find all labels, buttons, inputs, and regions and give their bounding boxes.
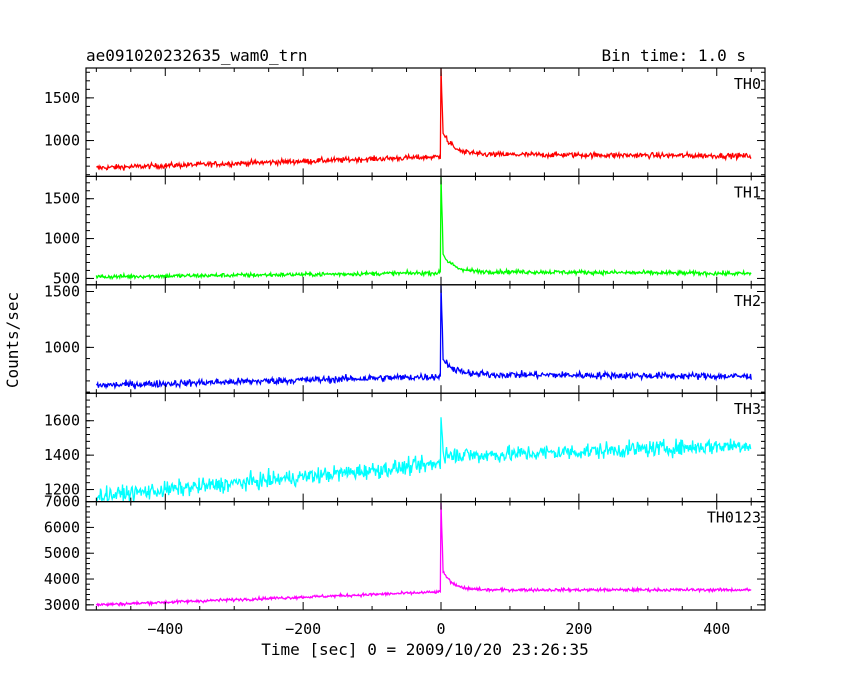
y-tick-label-th3-0: 1200 <box>44 481 80 499</box>
y-tick-label-th0123-4: 7000 <box>44 493 80 511</box>
panel-label-th0: TH0 <box>734 75 761 93</box>
x-axis-label: Time [sec] 0 = 2009/10/20 23:26:35 <box>261 640 589 659</box>
panel-label-th3: TH3 <box>734 400 761 418</box>
y-tick-label-th3-1: 1400 <box>44 446 80 464</box>
panel-th0123: 3000 4000 5000 6000 7000 TH0123 <box>44 493 766 614</box>
bin-time-label: Bin time: 1.0 s <box>602 46 747 65</box>
panel-label-th1: TH1 <box>734 183 761 201</box>
panel-frame-th1 <box>85 175 766 286</box>
y-tick-label-th1-2: 1500 <box>44 190 80 208</box>
panel-label-th0123: TH0123 <box>707 509 761 527</box>
series-line-th1 <box>95 176 752 281</box>
panel-frame-th0 <box>85 67 766 178</box>
panel-th2: 1000 1500 TH2 <box>44 283 766 394</box>
y-tick-label-th0123-1: 4000 <box>44 570 80 588</box>
y-tick-label-th3-2: 1600 <box>44 412 80 430</box>
panel-frame-th0123 <box>85 501 766 611</box>
x-tick-label-1: −200 <box>285 620 321 638</box>
y-tick-label-th0123-3: 6000 <box>44 518 80 536</box>
x-axis: −400 −200 0 200 400 <box>147 620 730 638</box>
y-tick-label-th0-0: 1000 <box>44 132 80 150</box>
y-tick-label-th0-1: 1500 <box>44 89 80 107</box>
panel-th3: 1200 1400 1600 TH3 <box>44 392 766 503</box>
y-tick-label-th2-1: 1500 <box>44 283 80 301</box>
y-tick-label-th2-0: 1000 <box>44 338 80 356</box>
panel-label-th2: TH2 <box>734 292 761 310</box>
x-tick-label-0: −400 <box>147 620 183 638</box>
panel-th0: 1000 1500 TH0 <box>44 67 766 178</box>
chart-title: ae091020232635_wam0_trn <box>86 46 308 65</box>
x-tick-label-2: 0 <box>436 620 445 638</box>
y-tick-label-th0123-2: 5000 <box>44 544 80 562</box>
series-line-th0 <box>96 67 752 171</box>
y-tick-label-th1-0: 500 <box>53 269 80 287</box>
series-line-th2 <box>95 284 752 390</box>
panels-group: 1000 1500 TH0 500 1000 1500 TH1 1000 1500 TH2 1200… <box>44 67 766 614</box>
y-tick-label-th1-1: 1000 <box>44 230 80 248</box>
x-tick-label-3: 200 <box>565 620 592 638</box>
series-line-th3 <box>95 417 752 503</box>
series-line-th0123 <box>95 502 752 608</box>
panel-th1: 500 1000 1500 TH1 <box>44 175 766 287</box>
x-tick-label-4: 400 <box>703 620 730 638</box>
y-axis-label: Counts/sec <box>3 292 22 388</box>
y-tick-label-th0123-0: 3000 <box>44 596 80 614</box>
